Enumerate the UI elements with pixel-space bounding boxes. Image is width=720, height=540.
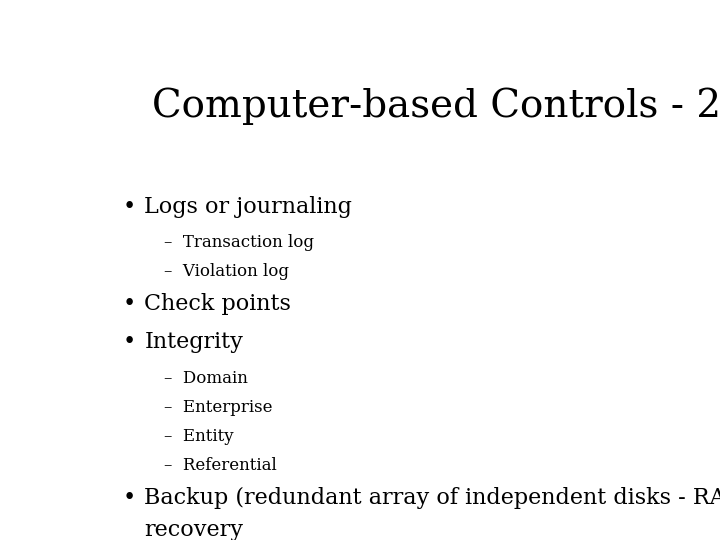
Text: –  Referential: – Referential	[163, 457, 276, 475]
Text: recovery: recovery	[144, 519, 243, 540]
Text: Logs or journaling: Logs or journaling	[144, 195, 352, 218]
Text: •: •	[122, 195, 136, 218]
Text: Computer-based Controls - 2: Computer-based Controls - 2	[152, 88, 720, 125]
Text: –  Transaction log: – Transaction log	[163, 234, 314, 251]
Text: Check points: Check points	[144, 293, 291, 315]
Text: –  Enterprise: – Enterprise	[163, 399, 272, 416]
Text: –  Entity: – Entity	[163, 428, 233, 446]
Text: Integrity: Integrity	[144, 331, 243, 353]
Text: •: •	[122, 487, 136, 509]
Text: –  Domain: – Domain	[163, 370, 248, 387]
Text: Backup (redundant array of independent disks - RAID) &: Backup (redundant array of independent d…	[144, 487, 720, 509]
Text: •: •	[122, 331, 136, 353]
Text: –  Violation log: – Violation log	[163, 264, 289, 280]
Text: •: •	[122, 293, 136, 315]
